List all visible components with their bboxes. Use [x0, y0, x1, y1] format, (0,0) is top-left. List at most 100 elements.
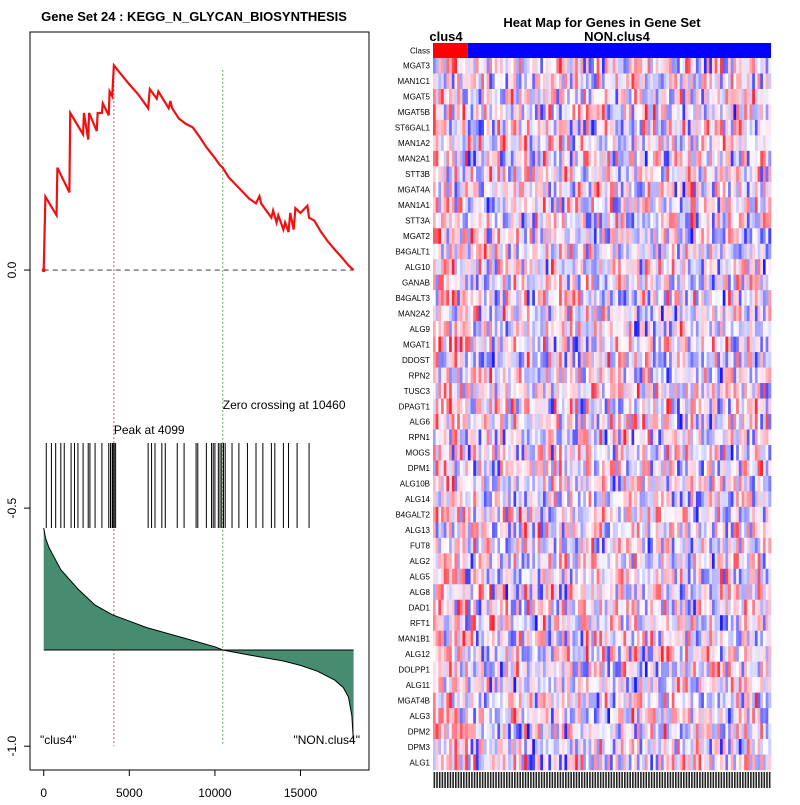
- heatmap-cell: [543, 522, 546, 538]
- heatmap-cell: [516, 135, 519, 151]
- heatmap-cell: [623, 306, 626, 322]
- heatmap-cell: [752, 290, 755, 306]
- heatmap-cell: [583, 476, 586, 492]
- heatmap-cell: [680, 228, 683, 244]
- heatmap-cell: [583, 491, 586, 507]
- heatmap-cell: [473, 213, 476, 229]
- heatmap-cell: [449, 553, 452, 569]
- heatmap-cell: [546, 414, 549, 430]
- heatmap-cell: [645, 615, 648, 631]
- heatmap-cell: [441, 337, 444, 353]
- heatmap-cell: [691, 522, 694, 538]
- heatmap-cell: [597, 197, 600, 213]
- heatmap-cell: [613, 275, 616, 291]
- heatmap-cell: [433, 600, 436, 616]
- heatmap-cell: [701, 522, 704, 538]
- heatmap-cell: [465, 429, 468, 445]
- heatmap-cell: [540, 584, 543, 600]
- heatmap-cell: [723, 352, 726, 368]
- heatmap-cell: [731, 383, 734, 399]
- heatmap-cell: [621, 182, 624, 198]
- heatmap-cell: [444, 259, 447, 275]
- heatmap-cell: [691, 445, 694, 461]
- heatmap-cell: [492, 646, 495, 662]
- heatmap-cell: [527, 104, 530, 120]
- heatmap-cell: [559, 337, 562, 353]
- heatmap-cell: [632, 584, 635, 600]
- heatmap-cell: [492, 166, 495, 182]
- heatmap-cell: [465, 275, 468, 291]
- heatmap-class-label-left: clus4: [429, 29, 463, 44]
- heatmap-cell: [492, 244, 495, 260]
- heatmap-cell: [511, 445, 514, 461]
- heatmap-cell: [487, 507, 490, 523]
- heatmap-cell: [575, 584, 578, 600]
- heatmap-cell: [492, 58, 495, 74]
- heatmap-cell: [766, 73, 769, 89]
- heatmap-cell: [465, 89, 468, 105]
- heatmap-cell: [500, 197, 503, 213]
- heatmap-cell: [629, 275, 632, 291]
- heatmap-cell: [454, 182, 457, 198]
- heatmap-cell: [760, 120, 763, 136]
- heatmap-cell: [591, 383, 594, 399]
- heatmap-cell: [454, 213, 457, 229]
- heatmap-cell: [755, 553, 758, 569]
- heatmap-cell: [664, 615, 667, 631]
- heatmap-cell: [621, 213, 624, 229]
- heatmap-cell: [656, 89, 659, 105]
- heatmap-cell: [755, 615, 758, 631]
- heatmap-cell: [704, 244, 707, 260]
- heatmap-cell: [664, 228, 667, 244]
- heatmap-cell: [487, 631, 490, 647]
- heatmap-cell: [495, 631, 498, 647]
- heatmap-cell: [433, 615, 436, 631]
- heatmap-cell: [452, 213, 455, 229]
- heatmap-cell: [613, 368, 616, 384]
- heatmap-cell: [696, 445, 699, 461]
- heatmap-cell: [559, 151, 562, 167]
- heatmap-cell: [468, 476, 471, 492]
- heatmap-cell: [570, 89, 573, 105]
- heatmap-cell: [704, 445, 707, 461]
- heatmap-cell: [452, 615, 455, 631]
- heatmap-cell: [728, 507, 731, 523]
- heatmap-cell: [672, 553, 675, 569]
- heatmap-cell: [452, 507, 455, 523]
- heatmap-cell: [495, 368, 498, 384]
- heatmap-cell: [575, 337, 578, 353]
- heatmap-cell: [693, 445, 696, 461]
- heatmap-cell: [642, 445, 645, 461]
- heatmap-cell: [645, 507, 648, 523]
- heatmap-cell: [709, 259, 712, 275]
- heatmap-cell: [618, 104, 621, 120]
- heatmap-cell: [559, 600, 562, 616]
- heatmap-cell: [460, 476, 463, 492]
- heatmap-cell: [524, 445, 527, 461]
- heatmap-cell: [578, 58, 581, 74]
- heatmap-cell: [605, 383, 608, 399]
- heatmap-cell: [436, 553, 439, 569]
- heatmap-cell: [508, 631, 511, 647]
- heatmap-cell: [481, 383, 484, 399]
- heatmap-cell: [562, 104, 565, 120]
- heatmap-cell: [468, 631, 471, 647]
- heatmap-cell: [621, 631, 624, 647]
- heatmap-cell: [666, 306, 669, 322]
- heatmap-cell: [733, 213, 736, 229]
- heatmap-cell: [436, 244, 439, 260]
- heatmap-cell: [720, 584, 723, 600]
- heatmap-cell: [524, 120, 527, 136]
- heatmap-cell: [640, 584, 643, 600]
- heatmap-cell: [438, 321, 441, 337]
- heatmap-cell: [535, 460, 538, 476]
- heatmap-cell: [468, 445, 471, 461]
- heatmap-cell: [605, 275, 608, 291]
- heatmap-cell: [656, 197, 659, 213]
- heatmap-cell: [562, 120, 565, 136]
- heatmap-cell: [454, 58, 457, 74]
- heatmap-cell: [567, 368, 570, 384]
- heatmap-cell: [637, 507, 640, 523]
- heatmap-cell: [500, 615, 503, 631]
- heatmap-cell: [645, 259, 648, 275]
